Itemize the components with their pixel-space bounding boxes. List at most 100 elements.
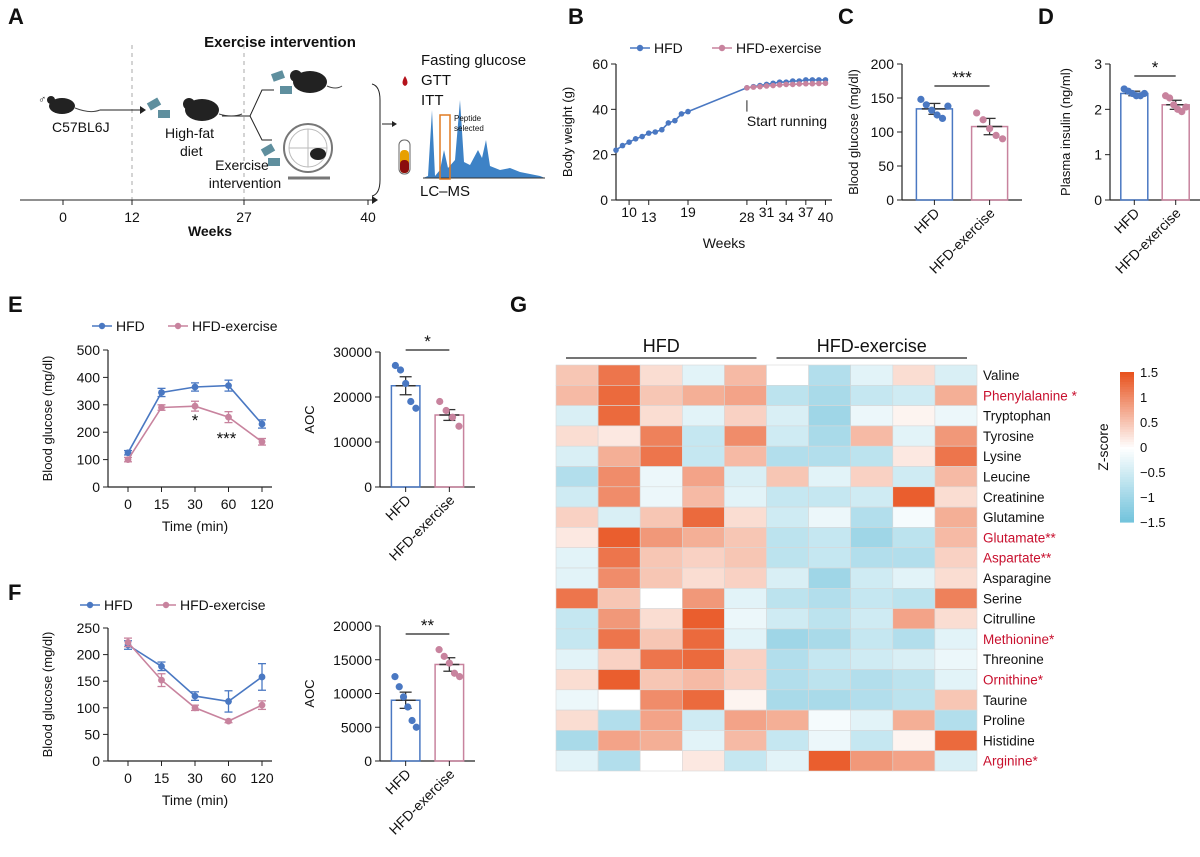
colorbar-segment [1120, 477, 1134, 481]
running-wheel-icon [283, 123, 333, 180]
heatmap-cell [555, 750, 599, 772]
heatmap-cell [934, 669, 978, 691]
heatmap-cell [724, 750, 767, 772]
heatmap-cell [808, 547, 851, 569]
heatmap-cell [934, 364, 978, 386]
y-tick-label: 100 [77, 452, 101, 468]
data-point [408, 716, 416, 725]
data-point [632, 136, 639, 142]
legend-label: HFD [116, 318, 145, 334]
data-point [440, 652, 448, 660]
data-point [750, 84, 757, 90]
heatmap-cell [892, 527, 936, 549]
row-label: Asparagine [983, 571, 1051, 586]
row-label: Arginine* [983, 754, 1039, 769]
y-tick-label: 60 [592, 56, 608, 72]
data-point [258, 420, 266, 428]
test-itt: ITT [421, 92, 444, 109]
heatmap-cell [808, 425, 851, 447]
data-point [1182, 103, 1190, 111]
heatmap-cell [892, 648, 936, 670]
data-point [404, 703, 412, 711]
data-point [412, 404, 420, 412]
heatmap-cell [850, 689, 894, 711]
heatmap-cell [639, 689, 683, 711]
colorbar-segment [1120, 454, 1134, 458]
y-tick-label: 3 [1094, 56, 1102, 72]
timeline-tick-label: 40 [360, 209, 376, 225]
colorbar-tick-label: 0 [1140, 440, 1147, 455]
colorbar-segment [1120, 439, 1134, 443]
colorbar-tick-label: −1.5 [1140, 515, 1166, 530]
row-label: Phenylalanine * [983, 388, 1078, 403]
heatmap-cell [808, 466, 851, 488]
x-tick-label: 40 [818, 209, 834, 225]
data-point [391, 673, 399, 681]
colorbar-segment [1120, 509, 1134, 513]
panel-label-f: F [8, 580, 21, 605]
heatmap-cell [808, 628, 851, 650]
heatmap-cell [808, 384, 851, 406]
colorbar-segment [1120, 504, 1134, 508]
test-fasting-glucose: Fasting glucose [421, 52, 526, 69]
data-point [796, 81, 803, 87]
colorbar-segment [1120, 389, 1134, 393]
y-tick-label: 0 [364, 479, 372, 495]
heatmap-cell [639, 445, 683, 467]
x-tick-label: 34 [778, 209, 794, 225]
heatmap-cell [892, 384, 936, 406]
y-tick-label: 200 [871, 56, 895, 72]
y-tick-label: 250 [77, 620, 101, 636]
colorbar-segment [1120, 464, 1134, 468]
y-tick-label: 0 [92, 753, 100, 769]
bar-hfd [1120, 92, 1149, 201]
heatmap-cell [808, 364, 851, 386]
y-tick-label: 0 [600, 192, 608, 208]
heatmap-cell [681, 648, 725, 670]
data-point [809, 77, 816, 83]
bar-hfd-exercise [1161, 104, 1190, 201]
heatmap-cell [597, 384, 641, 406]
heatmap-cell [766, 730, 809, 752]
heatmap-cell [597, 567, 641, 589]
data-point [395, 683, 403, 691]
chow-pellet-icon [270, 70, 292, 94]
diet-label-line1: High-fat [165, 125, 214, 141]
data-point [757, 83, 763, 90]
heatmap-cell [766, 527, 809, 549]
heatmap-cell [808, 669, 851, 691]
heatmap-cell [597, 547, 641, 569]
data-point [685, 108, 691, 115]
colorbar-segment [1120, 417, 1134, 421]
heatmap-cell [639, 425, 683, 447]
group-label: HFD-exercise [817, 336, 927, 356]
heatmap-cell [766, 689, 809, 711]
legend-marker [86, 601, 94, 609]
arrow-to-sedentary [222, 89, 274, 117]
colorbar-segment [1120, 392, 1134, 396]
colorbar-segment [1120, 377, 1134, 381]
heatmap-cell [934, 587, 978, 609]
heatmap-cell [850, 628, 894, 650]
y-tick-label: 15000 [333, 652, 372, 668]
heatmap-cell [766, 364, 809, 386]
heatmap-cell [681, 628, 725, 650]
y-axis-title: AOC [302, 405, 317, 433]
colorbar-segment [1120, 427, 1134, 431]
heatmap-cell [639, 750, 683, 772]
group-label: HFD [643, 336, 680, 356]
y-tick-label: 200 [77, 647, 101, 663]
y-tick-label: 20 [592, 147, 608, 163]
data-point [258, 701, 266, 709]
colorbar-tick-label: −1 [1140, 490, 1155, 505]
colorbar-segment [1120, 502, 1134, 506]
heatmap-cell [597, 527, 641, 549]
heatmap-cell [724, 486, 767, 508]
heatmap-cell [597, 648, 641, 670]
data-point [979, 116, 987, 124]
data-point [998, 135, 1007, 143]
legend-label: HFD-exercise [192, 318, 278, 334]
heatmap-cell [934, 628, 978, 650]
x-tick-label: 120 [250, 496, 274, 512]
